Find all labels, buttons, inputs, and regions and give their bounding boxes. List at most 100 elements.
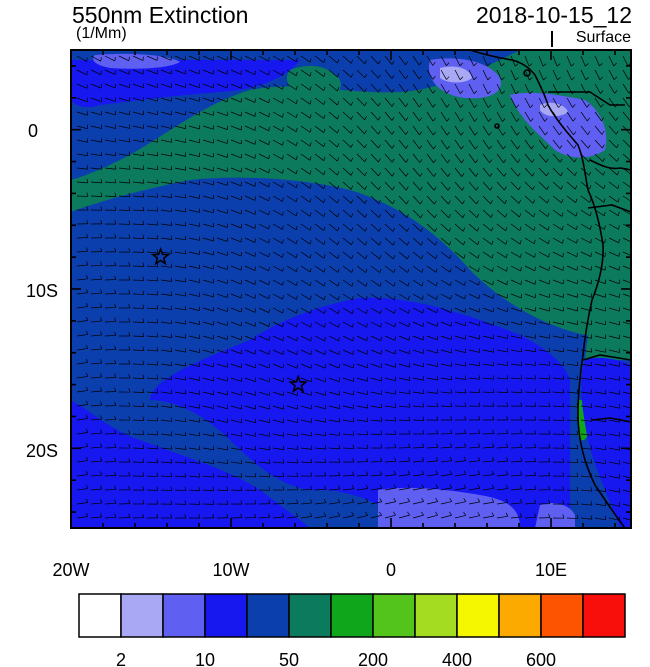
wind-barb-flag	[268, 499, 271, 504]
wind-barb	[608, 475, 620, 479]
wind-barb-flag	[282, 71, 284, 76]
wind-barb-flag	[519, 512, 523, 517]
wind-barb	[132, 153, 144, 157]
wind-barb-flag	[436, 443, 439, 448]
wind-barb	[412, 501, 424, 505]
wind-barb	[622, 153, 631, 162]
wind-barb	[440, 265, 451, 273]
wind-barb	[566, 447, 578, 450]
wind-barb-flag	[492, 375, 495, 380]
wind-barb	[622, 363, 631, 367]
wind-barb-flag	[337, 282, 340, 287]
wind-barb	[510, 321, 522, 326]
wind-barb	[216, 237, 228, 242]
wind-barb	[314, 167, 324, 175]
wind-barb-flag	[515, 77, 519, 81]
clean-air-west	[71, 400, 310, 528]
wind-barb	[510, 209, 520, 218]
wind-barb-flag	[488, 145, 492, 150]
wind-barb	[300, 167, 311, 175]
wind-barb	[342, 363, 354, 369]
wind-barb-flag	[570, 63, 575, 67]
wind-barb	[356, 307, 367, 314]
wind-barb	[398, 335, 410, 341]
wind-barb-flag	[420, 241, 424, 246]
wind-barb-flag	[268, 266, 270, 272]
wind-barb-flag	[421, 497, 425, 502]
wind-barb-flag	[156, 249, 159, 254]
wind-barb-flag	[576, 430, 579, 435]
wind-barb-flag	[364, 227, 368, 232]
wind-barb-flag	[407, 497, 411, 502]
wind-barb	[230, 391, 242, 396]
wind-barb	[174, 265, 186, 269]
wind-barb-flag	[198, 431, 201, 436]
wind-barb	[160, 167, 172, 171]
wind-barb	[482, 69, 489, 81]
wind-barb-flag	[337, 171, 340, 176]
wind-barb	[580, 153, 589, 163]
wind-barb-flag	[142, 304, 145, 309]
wind-barb	[300, 83, 311, 91]
wind-barb-flag	[599, 76, 604, 81]
wind-barb-flag	[421, 470, 425, 475]
wind-barb	[230, 209, 242, 215]
wind-barb-flag	[447, 159, 451, 164]
wind-barb	[146, 111, 158, 116]
wind-barb	[272, 503, 285, 505]
wind-barb-flag	[85, 316, 89, 321]
wind-barb-flag	[393, 470, 397, 475]
wind-barb	[468, 97, 475, 108]
wind-barb	[328, 391, 340, 396]
wind-barb-flag	[198, 418, 201, 423]
wind-barb-flag	[547, 199, 550, 204]
wind-barb	[160, 475, 172, 478]
wind-barb	[580, 363, 592, 367]
wind-barb-flag	[282, 499, 285, 504]
wind-barb-flag	[515, 104, 520, 108]
wind-barb	[482, 125, 490, 136]
wind-barb	[258, 433, 270, 437]
wind-barb-flag	[562, 252, 564, 257]
wind-barb-flag	[433, 186, 437, 191]
wind-barb	[76, 97, 88, 103]
wind-barb-flag	[460, 90, 464, 94]
wind-barb	[440, 473, 452, 477]
wind-barb	[230, 349, 242, 355]
wind-barb	[104, 349, 117, 351]
wind-barb	[622, 279, 631, 284]
wind-barb-flag	[226, 486, 229, 491]
wind-barb-flag	[114, 471, 117, 476]
wind-barb	[160, 97, 172, 102]
wind-barb	[132, 223, 144, 226]
wind-barb	[258, 349, 270, 355]
wind-barb-flag	[100, 443, 103, 448]
wind-barb	[426, 335, 438, 341]
wind-barb	[538, 223, 549, 231]
wind-barb	[202, 321, 214, 326]
wind-barb	[188, 279, 200, 283]
wind-barb-flag	[226, 473, 229, 478]
wind-barb	[566, 363, 578, 367]
wind-barb	[160, 125, 172, 129]
wind-barb-flag	[142, 290, 145, 295]
wind-barb	[216, 181, 228, 186]
wind-barb	[188, 125, 200, 130]
wind-barb-flag	[142, 179, 145, 184]
wind-barb	[230, 97, 242, 103]
wind-barb	[104, 83, 116, 89]
wind-barb	[286, 69, 297, 77]
wind-barb-flag	[142, 486, 145, 491]
wind-barb-flag	[548, 361, 551, 366]
wind-barb	[314, 377, 326, 383]
wind-barb-flag	[324, 485, 327, 490]
wind-barb	[188, 363, 200, 367]
wind-barb-flag	[505, 253, 508, 258]
colorbar-label: 400	[442, 650, 472, 667]
wind-barb-flag	[114, 234, 117, 239]
wind-barb-flag	[128, 248, 131, 253]
wind-barb-flag	[604, 389, 607, 394]
wind-barb-flag	[562, 334, 565, 339]
wind-barb	[76, 348, 88, 351]
wind-barb	[188, 475, 200, 478]
